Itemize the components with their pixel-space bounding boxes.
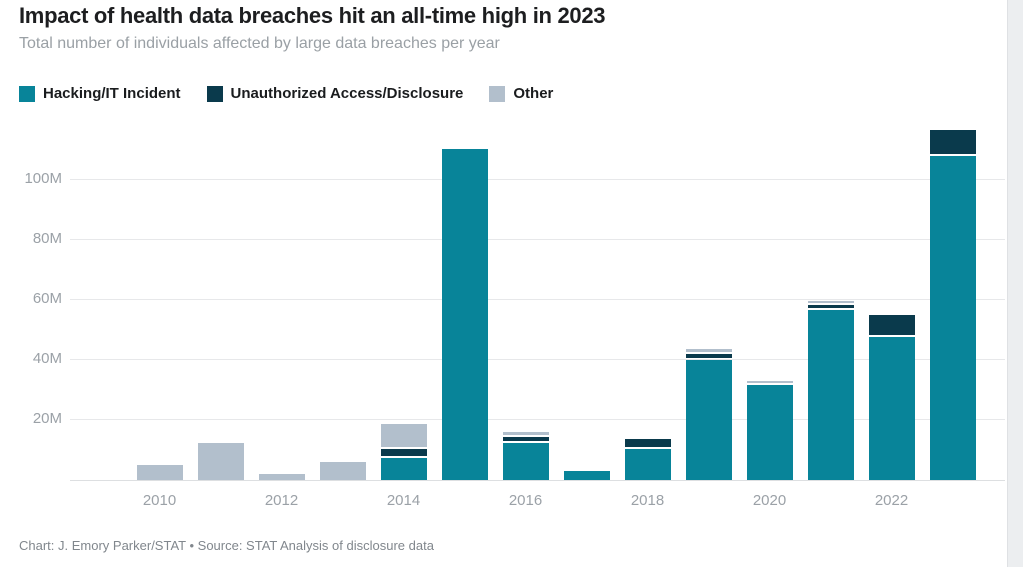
x-axis-tick-label: 2022 bbox=[874, 492, 909, 509]
bar-segment-other-2016 bbox=[502, 431, 549, 435]
bar-2016 bbox=[502, 431, 549, 480]
chart-subtitle: Total number of individuals affected by … bbox=[19, 35, 500, 52]
bar-2018 bbox=[624, 438, 671, 480]
x-axis-tick-label: 2018 bbox=[630, 492, 665, 509]
bar-segment-other-2012 bbox=[258, 474, 305, 480]
x-axis-tick-label: 2010 bbox=[142, 492, 177, 509]
gridline bbox=[70, 239, 1005, 240]
x-axis-tick-label: 2014 bbox=[386, 492, 421, 509]
bar-2010 bbox=[136, 465, 183, 480]
legend-swatch-hacking bbox=[19, 85, 35, 102]
bar-segment-unauthorized-2018 bbox=[624, 438, 671, 447]
legend-item-label: Other bbox=[513, 85, 554, 102]
bar-segment-other-2013 bbox=[319, 462, 366, 480]
legend-swatch-other bbox=[489, 85, 506, 102]
bar-segment-hacking-2020 bbox=[746, 384, 793, 480]
legend-item-label: Unauthorized Access/Disclosure bbox=[230, 85, 464, 102]
bar-segment-unauthorized-2022 bbox=[868, 315, 915, 336]
bar-segment-hacking-2015 bbox=[441, 148, 488, 480]
bar-2013 bbox=[319, 462, 366, 480]
chart-credit: Chart: J. Emory Parker/STAT • Source: ST… bbox=[19, 538, 434, 553]
gridline bbox=[70, 359, 1005, 360]
bar-2022 bbox=[868, 315, 915, 480]
bar-2012 bbox=[258, 474, 305, 480]
legend-swatch-unauthorized bbox=[206, 85, 223, 102]
legend-item-unauthorized: Unauthorized Access/Disclosure bbox=[206, 85, 464, 102]
bar-segment-hacking-2014 bbox=[380, 458, 427, 480]
bar-2011 bbox=[197, 442, 244, 480]
x-axis-tick-label: 2020 bbox=[752, 492, 787, 509]
bar-segment-unauthorized-2016 bbox=[502, 436, 549, 441]
bar-segment-other-2020 bbox=[746, 380, 793, 383]
y-axis-tick-label: 100M bbox=[24, 170, 62, 187]
bar-segment-other-2021 bbox=[807, 300, 854, 304]
legend-item-other: Other bbox=[489, 85, 553, 102]
gridline bbox=[70, 419, 1005, 420]
bar-segment-other-2011 bbox=[197, 442, 244, 480]
bar-segment-unauthorized-2021 bbox=[807, 305, 854, 308]
legend-item-hacking: Hacking/IT Incident bbox=[19, 85, 181, 102]
x-axis-tick-label: 2012 bbox=[264, 492, 299, 509]
x-axis-tick-label: 2016 bbox=[508, 492, 543, 509]
gridline bbox=[70, 179, 1005, 180]
y-axis-tick-label: 40M bbox=[32, 350, 62, 367]
bar-2019 bbox=[685, 348, 732, 480]
legend: Hacking/IT Incident Unauthorized Access/D… bbox=[19, 85, 553, 102]
bar-segment-hacking-2023 bbox=[929, 156, 976, 480]
legend-item-label: Hacking/IT Incident bbox=[43, 85, 181, 102]
bar-2015 bbox=[441, 148, 488, 480]
bar-segment-hacking-2019 bbox=[685, 360, 732, 480]
bar-segment-unauthorized-2019 bbox=[685, 354, 732, 358]
y-axis-tick-label: 60M bbox=[32, 290, 62, 307]
bar-2017 bbox=[563, 471, 610, 480]
bar-segment-other-2014 bbox=[380, 424, 427, 447]
bar-segment-hacking-2018 bbox=[624, 448, 671, 480]
x-axis-line bbox=[70, 479, 1005, 481]
page-background-strip bbox=[1007, 0, 1023, 567]
bar-segment-unauthorized-2014 bbox=[380, 448, 427, 457]
y-axis-tick-label: 20M bbox=[32, 410, 62, 427]
bar-segment-hacking-2021 bbox=[807, 309, 854, 480]
bar-segment-other-2019 bbox=[685, 348, 732, 353]
bar-segment-hacking-2017 bbox=[563, 471, 610, 480]
chart-title: Impact of health data breaches hit an al… bbox=[19, 3, 606, 28]
bar-segment-unauthorized-2023 bbox=[929, 130, 976, 154]
bar-segment-other-2010 bbox=[136, 465, 183, 480]
bar-2021 bbox=[807, 300, 854, 480]
bar-segment-hacking-2016 bbox=[502, 442, 549, 480]
bar-2014 bbox=[380, 424, 427, 480]
gridline bbox=[70, 299, 1005, 300]
bar-2020 bbox=[746, 380, 793, 480]
y-axis-tick-label: 80M bbox=[32, 230, 62, 247]
bar-segment-hacking-2022 bbox=[868, 337, 915, 480]
bar-2023 bbox=[929, 130, 976, 480]
